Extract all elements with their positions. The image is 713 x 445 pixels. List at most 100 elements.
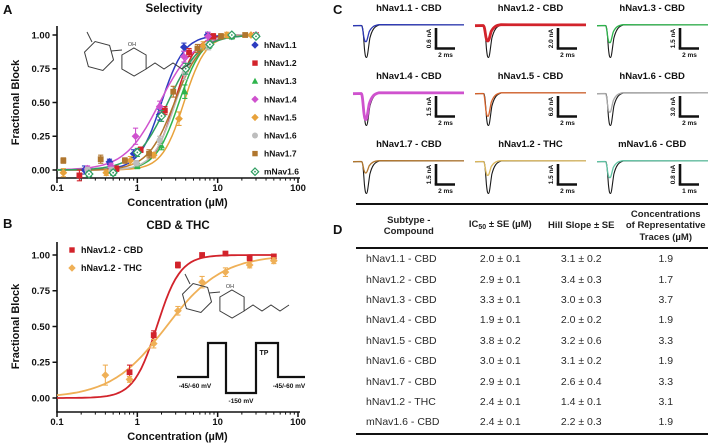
- svg-text:0.75: 0.75: [32, 286, 51, 297]
- table-cell: 1.9 ± 0.1: [479, 314, 521, 327]
- table-cell: 1.9: [658, 314, 674, 327]
- current-trace-plot: 0.8 nA 1 ms: [596, 160, 708, 195]
- fit-curve-hNav1.6: [57, 34, 259, 171]
- table-cell: 2.4 ± 0.1: [479, 416, 521, 429]
- table-cell: hNav1.3 - CBD: [366, 293, 437, 306]
- drug-trace: [353, 160, 465, 174]
- panel-b-label: B: [3, 216, 13, 231]
- results-table-wrap: Subtype - Compound IC50 ± SE (µM) Hill Slop…: [356, 203, 708, 435]
- oh-label: OH: [226, 284, 234, 290]
- trace-title: hNav1.2 - CBD: [497, 3, 564, 14]
- svg-text:1.5 nA: 1.5 nA: [426, 164, 433, 184]
- series-points-hNav1.2 - CBD: [126, 250, 277, 380]
- current-trace-plot: 2.0 nA 2 ms: [474, 23, 586, 59]
- drug-trace: [353, 24, 465, 43]
- table-header-cell: Hill Slope ± SE: [539, 204, 624, 250]
- table-cell: 2.4 ± 0.1: [479, 396, 521, 409]
- drug-trace: [474, 160, 586, 177]
- table-cell: 1.9: [658, 253, 674, 266]
- panel-c-label: C: [333, 2, 343, 17]
- table-cell: 3.7: [658, 293, 674, 306]
- table-header-cell: Subtype - Compound: [356, 204, 462, 250]
- table-cell: 3.3 ± 0.1: [479, 293, 521, 306]
- table-row: hNav1.5 - CBD 3.8 ± 0.2 3.2 ± 0.6 3.3: [356, 331, 708, 351]
- svg-text:-45/-60 mV: -45/-60 mV: [273, 383, 306, 390]
- scale-bar: 1.5 nA 2 ms: [426, 164, 456, 195]
- series-points-hNav1.2: [76, 32, 259, 182]
- fit-curve-hNav1.7: [57, 34, 259, 171]
- svg-text:0.1: 0.1: [50, 417, 64, 428]
- table-cell: 1.9: [658, 355, 674, 368]
- svg-text:0.8 nA: 0.8 nA: [670, 164, 677, 184]
- legend: hNav1.1 hNav1.2 hNav1.3 hNav1.4 hNav1.5 hNav1…: [250, 40, 299, 177]
- svg-text:1.5 nA: 1.5 nA: [548, 164, 555, 184]
- svg-text:hNav1.4: hNav1.4: [264, 94, 297, 104]
- trace-cell: hNav1.2 - CBD 2.0 nA 2 ms: [470, 2, 592, 70]
- svg-text:hNav1.2 - CBD: hNav1.2 - CBD: [81, 245, 144, 255]
- drug-trace: [474, 92, 586, 117]
- table-cell: 3.3: [658, 334, 674, 347]
- thc-structure-icon: OH: [181, 273, 290, 319]
- drug-trace: [596, 24, 708, 44]
- table-cell: 3.8 ± 0.2: [479, 334, 521, 347]
- trace-cell: mNav1.6 - CBD 0.8 nA 1 ms: [591, 138, 713, 206]
- table-cell: 1.7: [658, 273, 674, 286]
- table-cell: 3.0 ± 0.1: [479, 355, 521, 368]
- table-cell: 2.6 ± 0.4: [560, 375, 602, 388]
- series-points-mNav1.6: [84, 30, 261, 179]
- trace-cell: hNav1.4 - CBD 1.5 nA 2 ms: [348, 70, 470, 138]
- table-row: hNav1.7 - CBD 2.9 ± 0.1 2.6 ± 0.4 3.3: [356, 372, 708, 392]
- table-row: hNav1.1 - CBD 2.0 ± 0.1 3.1 ± 0.2 1.9: [356, 248, 708, 269]
- table-row: hNav1.2 - CBD 2.9 ± 0.1 3.4 ± 0.3 1.7: [356, 270, 708, 290]
- trace-cell: hNav1.5 - CBD 6.0 nA 2 ms: [470, 70, 592, 138]
- scale-bar: 3.0 nA 2 ms: [670, 96, 699, 127]
- svg-text:hNav1.2: hNav1.2: [264, 58, 297, 68]
- svg-text:TP: TP: [260, 350, 269, 357]
- svg-text:0.50: 0.50: [32, 322, 51, 333]
- table-row: hNav1.2 - THC 2.4 ± 0.1 1.4 ± 0.1 3.1: [356, 392, 708, 412]
- svg-text:0.00: 0.00: [32, 165, 51, 176]
- series-points-hNav1.7: [60, 32, 249, 164]
- svg-text:Fractional Block: Fractional Block: [10, 283, 22, 369]
- table-cell: 3.2 ± 0.6: [560, 334, 602, 347]
- svg-text:hNav1.1: hNav1.1: [264, 40, 297, 50]
- table-cell: 3.0 ± 0.3: [560, 293, 602, 306]
- trace-cell: hNav1.7 - CBD 1.5 nA 2 ms: [348, 138, 470, 206]
- svg-text:2 ms: 2 ms: [682, 120, 697, 127]
- table-cell: 1.9: [658, 416, 674, 429]
- panel-a-label: A: [3, 2, 13, 17]
- table-cell: hNav1.2 - THC: [366, 396, 436, 409]
- svg-text:3.0 nA: 3.0 nA: [670, 96, 677, 116]
- table-cell: 2.9 ± 0.1: [479, 273, 521, 286]
- table-cell: 3.1 ± 0.2: [560, 355, 602, 368]
- scale-bar: 1.5 nA 2 ms: [670, 28, 699, 59]
- panel-d-label: D: [333, 222, 343, 237]
- svg-text:0.6 nA: 0.6 nA: [426, 28, 433, 48]
- table-cell: 2.9 ± 0.1: [479, 375, 521, 388]
- scale-bar: 6.0 nA 2 ms: [548, 96, 577, 127]
- oh-label: OH: [128, 42, 136, 48]
- table-cell: 3.4 ± 0.3: [560, 273, 602, 286]
- fit-curve-hNav1.2 - CBD: [57, 254, 276, 399]
- svg-text:Concentration (µM): Concentration (µM): [127, 431, 228, 443]
- svg-text:1: 1: [135, 417, 141, 428]
- current-trace-plot: 1.5 nA 2 ms: [596, 24, 708, 59]
- axes: 0.00 0.25 0.50 0.75 1.00 0.1 1 10 100: [32, 26, 306, 194]
- current-trace-plot: 1.5 nA 2 ms: [474, 160, 586, 195]
- series-points-hNav1.4: [83, 31, 260, 173]
- svg-text:CBD & THC: CBD & THC: [146, 220, 209, 232]
- svg-text:hNav1.7: hNav1.7: [264, 149, 297, 159]
- svg-text:hNav1.6: hNav1.6: [264, 131, 297, 141]
- svg-text:2 ms: 2 ms: [682, 52, 697, 59]
- table-cell: hNav1.5 - CBD: [366, 334, 437, 347]
- series-points-hNav1.1: [80, 31, 260, 175]
- svg-text:6.0 nA: 6.0 nA: [548, 96, 555, 116]
- svg-text:10: 10: [212, 417, 223, 428]
- svg-text:1: 1: [135, 183, 141, 194]
- table-header-cell: IC50 ± SE (µM): [461, 204, 540, 250]
- trace-title: hNav1.6 - CBD: [619, 71, 685, 82]
- representative-traces-grid: hNav1.1 - CBD 0.6 nA 2 ms hNav1.2 - CBD 2.0 …: [348, 2, 713, 210]
- table-cell: 3.1 ± 0.2: [560, 253, 602, 266]
- svg-text:1.00: 1.00: [32, 30, 51, 41]
